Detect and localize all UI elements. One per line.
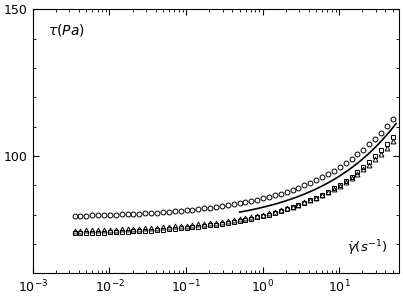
Text: $\dot{\gamma}(s^{-1})$: $\dot{\gamma}(s^{-1})$ — [347, 238, 388, 257]
Text: $\tau(Pa)$: $\tau(Pa)$ — [48, 22, 84, 38]
